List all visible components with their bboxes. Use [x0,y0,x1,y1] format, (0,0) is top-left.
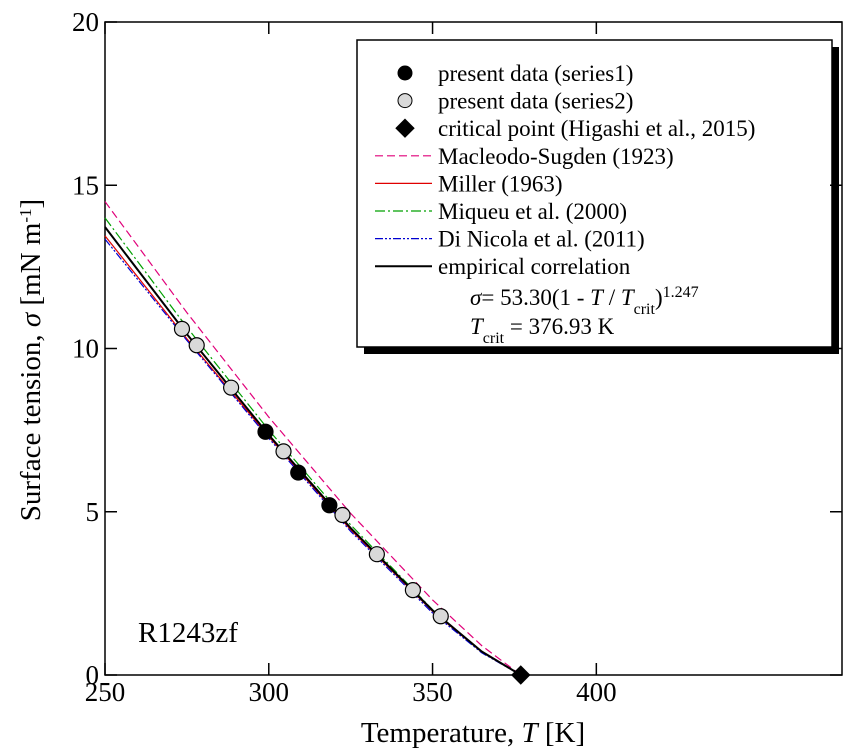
marker [321,497,338,514]
legend-label: empirical correlation [438,254,631,279]
x-tick-label: 400 [576,677,617,707]
x-axis-title-part: Temperature, [361,717,522,749]
legend-label: Miqueu et al. (2000) [438,199,627,224]
legend-formula-part: crit [634,301,656,318]
legend-label: present data (series1) [438,61,633,86]
legend-label: present data (series2) [438,89,633,114]
marker [257,423,274,440]
y-tick-label: 10 [72,334,99,364]
marker [275,443,292,460]
y-tick-label: 0 [86,660,100,690]
marker [173,320,191,338]
legend-tcrit-part: crit [483,330,505,347]
marker [223,379,240,396]
legend-box [356,39,833,348]
y-axis-title: Surface tension, σ [mN m-1] [15,199,47,521]
legend-tcrit-part: T [470,314,485,339]
y-axis-title-part: Surface tension, [15,327,47,521]
legend-tcrit: Tcrit = 376.93 K [470,314,615,347]
legend-tcrit-part: = 376.93 K [504,314,614,339]
legend-formula-part: σ [470,285,483,310]
legend-label: critical point (Higashi et al., 2015) [438,116,755,141]
marker [432,608,449,625]
legend-label: Macleodo-Sugden (1923) [438,144,674,169]
x-tick-label: 350 [412,677,453,707]
legend-symbol [397,65,413,81]
annotation: R1243zf [138,617,238,649]
legend-formula-part: T [590,285,605,310]
marker [290,464,307,481]
x-axis-title-part: T [521,717,539,749]
legend-label: Di Nicola et al. (2011) [438,227,645,252]
legend-symbol [397,93,413,109]
x-axis-title-part: [K] [538,717,586,749]
legend-formula-part: ) [655,285,663,310]
y-axis-title-part: [mN m [15,222,47,313]
y-axis-title-part: ] [15,199,47,209]
x-tick-label: 250 [85,677,126,707]
x-tick-label: 300 [249,677,290,707]
y-tick-label: 20 [72,7,99,37]
legend-formula: σ= 53.30(1 - T / Tcrit)1.247 [470,284,699,318]
legend-formula-part: / [603,285,621,310]
y-axis-title-part: -1 [16,208,35,222]
y-axis-title-part: σ [15,311,47,327]
legend-formula-part: 1.247 [663,284,699,301]
legend-symbol [395,118,415,138]
legend-formula-part: = 53.30(1 - [481,285,590,310]
marker [188,337,205,354]
y-tick-label: 5 [86,497,100,527]
y-tick-label: 15 [72,170,99,200]
legend-label: Miller (1963) [438,171,563,196]
marker [511,665,531,685]
marker [404,582,422,599]
x-axis-title: Temperature, T [K] [361,717,585,749]
series-line [104,201,522,676]
legend-formula-part: T [621,285,636,310]
series-line [104,238,522,676]
marker [334,506,351,524]
marker [368,546,385,563]
